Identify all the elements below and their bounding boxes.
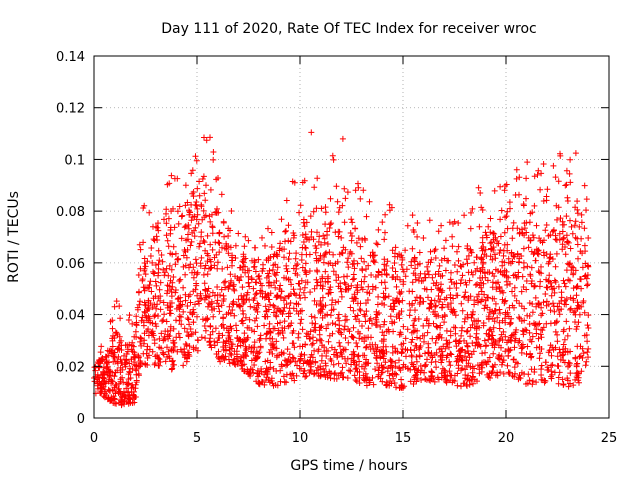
- x-tick-label: 0: [90, 431, 98, 446]
- y-tick-label: 0.06: [56, 257, 85, 272]
- data-points: [91, 129, 592, 409]
- x-tick-label: 25: [601, 431, 618, 446]
- y-tick-label: 0.12: [56, 102, 85, 117]
- x-tick-label: 10: [292, 431, 309, 446]
- y-tick-label: 0.14: [56, 50, 85, 65]
- x-tick-label: 5: [193, 431, 201, 446]
- y-tick-label: 0.02: [56, 360, 85, 375]
- y-tick-labels: 0 0.02 0.04 0.06 0.08 0.1 0.12 0.14: [56, 50, 85, 427]
- x-tick-label: 20: [498, 431, 515, 446]
- axis-ticks: [93, 55, 610, 419]
- y-tick-label: 0: [77, 412, 85, 427]
- y-tick-label: 0.08: [56, 205, 85, 220]
- grid-lines: [94, 56, 609, 418]
- chart-title: Day 111 of 2020, Rate Of TEC Index for r…: [161, 21, 537, 37]
- y-tick-label: 0.1: [64, 153, 85, 168]
- x-tick-label: 15: [395, 431, 412, 446]
- scatter-point-marks: [91, 129, 592, 409]
- y-tick-label: 0.04: [56, 309, 85, 324]
- x-axis-label: GPS time / hours: [290, 458, 407, 474]
- y-axis-label: ROTI / TECUs: [6, 191, 22, 283]
- x-tick-labels: 0 5 10 15 20 25: [90, 431, 617, 446]
- plot-frame: [93, 55, 610, 419]
